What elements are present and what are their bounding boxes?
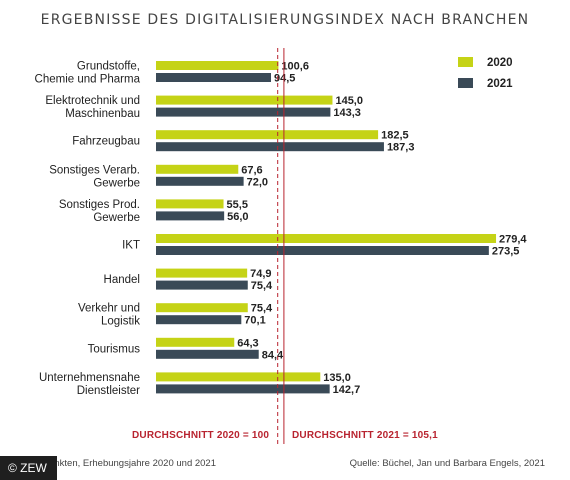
bar-2021 xyxy=(156,107,331,117)
bar-2020 xyxy=(156,337,235,347)
value-label-2021: 56,0 xyxy=(227,211,248,223)
value-label-2020: 75,4 xyxy=(251,303,273,315)
category-label: Sonstiges Verarb. Gewerbe xyxy=(49,164,140,189)
value-label-2020: 145,0 xyxy=(335,95,363,107)
bar-2021 xyxy=(156,246,489,255)
reference-lines: DURCHSCHNITT 2020 = 100 DURCHSCHNITT 2021… xyxy=(132,48,438,444)
value-label-2020: 135,0 xyxy=(323,372,351,384)
bar-2021 xyxy=(156,176,244,186)
bar-2020 xyxy=(156,372,321,382)
legend: 2020 2021 xyxy=(458,57,513,90)
value-label-2021: 70,1 xyxy=(244,315,265,327)
bar-2021 xyxy=(156,142,384,152)
category-labels: Grundstoffe, Chemie und Pharma Elektrotech… xyxy=(35,61,141,397)
legend-swatch-2020 xyxy=(458,57,473,67)
legend-swatch-2021 xyxy=(458,78,473,88)
category-label: Verkehr und Logistik xyxy=(78,303,140,328)
value-label-2021: 273,5 xyxy=(492,246,520,258)
bar-2021 xyxy=(156,280,248,290)
bar-2021 xyxy=(156,211,225,221)
bar-2020 xyxy=(156,61,279,70)
value-label-2020: 100,6 xyxy=(281,61,309,73)
bar-2020 xyxy=(156,268,248,278)
category-label: IKT xyxy=(122,240,140,252)
bar-2020 xyxy=(156,199,224,209)
average-label: DURCHSCHNITT 2020 = 100 xyxy=(132,430,269,441)
category-label: Sonstiges Prod. Gewerbe xyxy=(59,199,140,224)
bar-2020 xyxy=(156,164,239,174)
value-label-2020: 182,5 xyxy=(381,130,409,142)
bar-2020 xyxy=(156,95,333,105)
legend-label: 2020 xyxy=(487,57,513,69)
category-label: Handel xyxy=(104,274,140,286)
footnote-left: In Indexpunkten, Erhebungsjahre 2020 und… xyxy=(10,458,216,469)
value-label-2020: 67,6 xyxy=(241,164,262,176)
bar-2021 xyxy=(156,73,272,82)
category-label: Fahrzeugbau xyxy=(72,136,140,148)
bar-2020 xyxy=(156,303,248,313)
value-label-2021: 143,3 xyxy=(333,107,361,119)
bar-2021 xyxy=(156,315,242,325)
value-label-2020: 279,4 xyxy=(499,234,527,246)
value-label-2021: 72,0 xyxy=(247,176,268,188)
value-label-2021: 84,4 xyxy=(262,349,284,361)
chart-title: ERGEBNISSE DES DIGITALISIERUNGSINDEX NAC… xyxy=(41,12,530,28)
value-label-2020: 64,3 xyxy=(237,337,258,349)
category-label: Grundstoffe, Chemie und Pharma xyxy=(35,61,141,86)
value-label-2021: 187,3 xyxy=(387,142,415,154)
bar-2020 xyxy=(156,234,497,243)
value-label-2021: 75,4 xyxy=(251,280,273,292)
value-label-2021: 142,7 xyxy=(333,384,361,396)
copyright-badge: © ZEW xyxy=(0,456,57,480)
bars-group xyxy=(156,61,497,394)
legend-label: 2021 xyxy=(487,78,513,90)
category-label: Elektrotechnik und Maschinenbau xyxy=(45,95,140,120)
category-label: Unternehmensnahe Dienstleister xyxy=(39,372,140,397)
value-label-2020: 55,5 xyxy=(227,199,248,211)
category-label: Tourismus xyxy=(88,343,141,355)
bar-2021 xyxy=(156,349,259,359)
footnote-source: Quelle: Büchel, Jan und Barbara Engels, … xyxy=(350,458,545,469)
value-label-2021: 94,5 xyxy=(274,73,295,85)
bar-2021 xyxy=(156,384,330,394)
average-label: DURCHSCHNITT 2021 = 105,1 xyxy=(292,430,438,441)
value-label-2020: 74,9 xyxy=(250,268,271,280)
bar-2020 xyxy=(156,130,379,140)
